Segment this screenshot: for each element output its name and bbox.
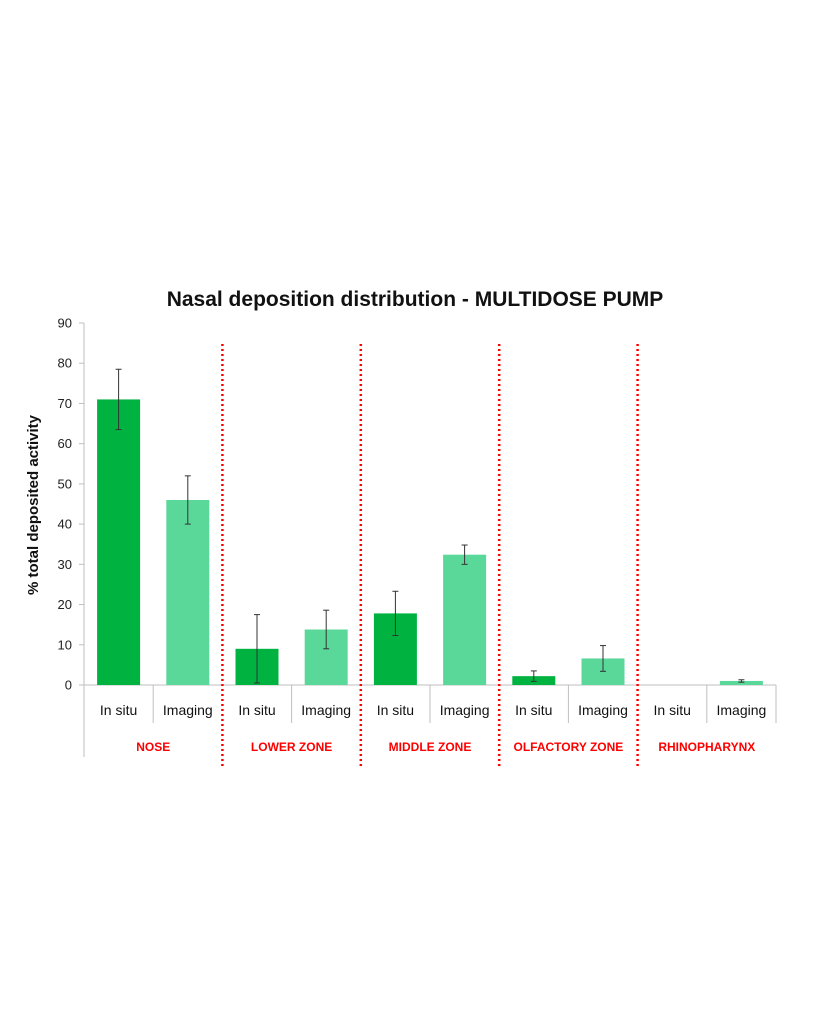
error-bar [254,614,260,684]
error-bar [184,475,191,525]
x-tick-label: Imaging [163,702,213,718]
x-tick-label: Imaging [440,702,490,718]
x-tick-label: In situ [654,702,691,718]
x-tick-label: Imaging [301,702,351,718]
bar [443,554,487,685]
error-bar [323,609,330,650]
x-tick-label: In situ [238,702,275,718]
error-bar [530,670,537,682]
error-bar [600,645,606,672]
y-axis-label: % total deposited activity [25,414,42,595]
y-tick-label: 30 [58,557,72,572]
error-bar [461,544,468,565]
y-tick-label: 0 [65,678,72,693]
y-tick-label: 70 [58,396,72,411]
x-tick-label: Imaging [578,702,628,718]
plot-area: 0 10 20 30 40 50 60 70 80 90 In situ Imaging NOSE In … [58,316,777,767]
group-label: OLFACTORY ZONE [514,740,624,754]
x-tick-label: In situ [377,702,414,718]
y-tick-label: 20 [58,597,72,612]
x-tick-label: In situ [100,702,137,718]
group-label: RHINOPHARYNX [658,740,755,754]
y-tick-label: 10 [58,637,72,652]
group-label: MIDDLE ZONE [389,740,472,754]
x-tick-label: In situ [515,702,552,718]
group-label: LOWER ZONE [251,740,332,754]
x-tick-label: Imaging [716,702,766,718]
y-tick-label: 50 [58,476,72,491]
y-tick-label: 90 [58,316,72,331]
chart-title: Nasal deposition distribution - MULTIDOS… [167,288,664,311]
bar [719,680,763,685]
bar [97,399,141,685]
group-label: NOSE [136,740,170,754]
bar [166,499,210,685]
error-bar [392,590,399,637]
y-tick-label: 40 [58,517,72,532]
error-bar [738,679,745,683]
y-tick-label: 60 [58,436,72,451]
error-bar [115,368,122,431]
y-tick-label: 80 [58,356,72,371]
